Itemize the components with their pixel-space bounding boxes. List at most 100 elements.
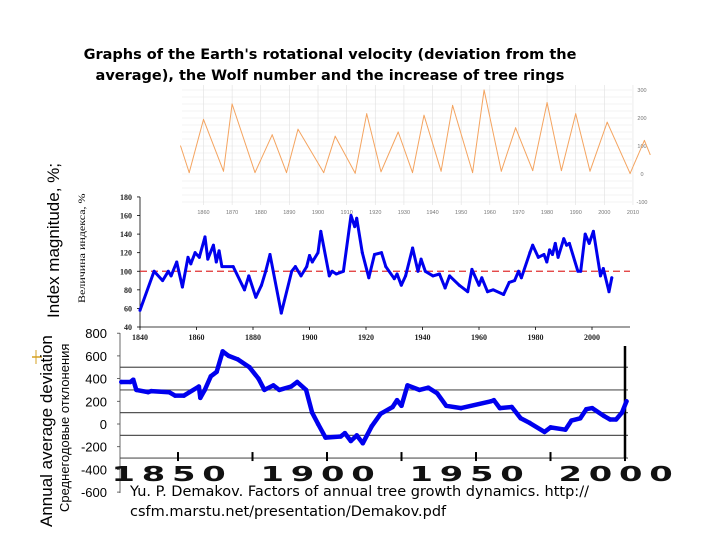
- data-point: [323, 172, 325, 174]
- x-tick-label: 2000: [584, 333, 600, 342]
- data-point: [546, 102, 548, 104]
- series-line: [180, 89, 651, 174]
- data-point: [528, 251, 532, 255]
- data-point: [166, 389, 172, 395]
- data-point: [271, 134, 273, 136]
- y-tick-label: -200: [81, 440, 107, 455]
- x-tick-label: 1880: [255, 210, 267, 216]
- data-point: [457, 283, 461, 287]
- data-point: [470, 267, 474, 271]
- data-point: [169, 274, 173, 278]
- data-point: [560, 170, 562, 172]
- data-point: [587, 241, 591, 245]
- data-point: [443, 403, 449, 409]
- data-point: [443, 286, 447, 290]
- data-point: [262, 387, 267, 393]
- data-point: [338, 434, 343, 439]
- data-point: [532, 170, 534, 172]
- data-point: [567, 241, 571, 245]
- data-point: [545, 260, 549, 264]
- data-point: [119, 379, 124, 385]
- data-point: [235, 357, 240, 362]
- data-point: [629, 172, 631, 174]
- slide-title: Graphs of the Earth's rotational velocit…: [83, 47, 577, 84]
- data-point: [211, 243, 215, 247]
- x-tick-label: 1920: [369, 210, 381, 216]
- data-point: [384, 265, 388, 269]
- data-point: [268, 253, 272, 257]
- data-point: [349, 214, 353, 218]
- data-point: [152, 269, 156, 273]
- y-tick-label: 800: [85, 326, 107, 341]
- x-tick-label: 1880: [245, 333, 261, 342]
- data-point: [166, 269, 170, 273]
- data-point: [472, 172, 474, 174]
- y-tick-label: -600: [81, 485, 107, 500]
- data-point: [180, 285, 184, 289]
- data-point: [197, 255, 201, 259]
- deviation-ylabel-ru: Среднегодовые отклонения: [57, 343, 72, 512]
- x-tick-label: 1900: [261, 462, 382, 486]
- x-tick-label: 1960: [484, 210, 496, 216]
- data-point: [548, 425, 553, 430]
- y-tick-label: 0: [640, 172, 643, 178]
- data-point: [203, 118, 204, 120]
- data-point: [348, 438, 354, 444]
- y-tick-label: 100: [120, 267, 132, 276]
- data-point: [491, 288, 495, 292]
- data-point: [513, 279, 517, 283]
- data-point: [277, 387, 282, 393]
- y-tick-label: 160: [120, 212, 132, 221]
- data-point: [519, 276, 523, 280]
- data-point: [303, 387, 309, 393]
- data-point: [589, 405, 595, 411]
- data-point: [247, 274, 251, 278]
- data-point: [606, 121, 608, 123]
- data-point: [330, 269, 334, 273]
- data-point: [315, 421, 321, 427]
- data-point: [502, 292, 506, 296]
- x-tick-label: 1990: [570, 210, 582, 216]
- data-point: [354, 433, 360, 438]
- data-point: [423, 114, 425, 116]
- data-point: [202, 387, 208, 393]
- y-tick-label: -100: [636, 200, 647, 206]
- data-point: [575, 113, 577, 115]
- data-point: [380, 251, 384, 255]
- data-point: [392, 277, 396, 281]
- data-point: [231, 103, 233, 105]
- data-point: [643, 139, 645, 141]
- data-point: [542, 253, 546, 257]
- data-point: [399, 403, 404, 409]
- data-point: [435, 391, 440, 396]
- x-tick-label: 1940: [426, 210, 438, 216]
- data-point: [507, 280, 511, 284]
- data-point: [354, 172, 356, 174]
- data-point: [293, 265, 297, 269]
- data-point: [480, 276, 484, 280]
- data-point: [517, 269, 521, 273]
- y-tick-label: 80: [124, 286, 132, 295]
- data-point: [131, 377, 136, 382]
- data-point: [220, 265, 224, 269]
- y-tick-label: -400: [81, 462, 107, 477]
- data-point: [186, 255, 190, 259]
- data-point: [279, 311, 283, 315]
- citation-line-2: csfm.marstu.net/presentation/Demakov.pdf: [130, 504, 447, 520]
- x-tick-label: 1870: [226, 210, 238, 216]
- wolf-number-chart: 1860 1870 1880 1890 1900 1910 1920 1930 1940 1950…: [180, 85, 651, 216]
- x-tick-label: 1900: [312, 210, 324, 216]
- data-point: [360, 251, 364, 255]
- data-point: [448, 274, 452, 278]
- data-point: [189, 262, 193, 266]
- data-point: [180, 145, 182, 147]
- x-tick-label: 1980: [541, 210, 553, 216]
- data-point: [613, 417, 619, 422]
- x-tick-label: 1900: [302, 333, 318, 342]
- x-tick-label: 1950: [455, 210, 467, 216]
- x-tick-label: 1940: [415, 333, 431, 342]
- data-point: [148, 388, 154, 394]
- data-point: [161, 279, 165, 283]
